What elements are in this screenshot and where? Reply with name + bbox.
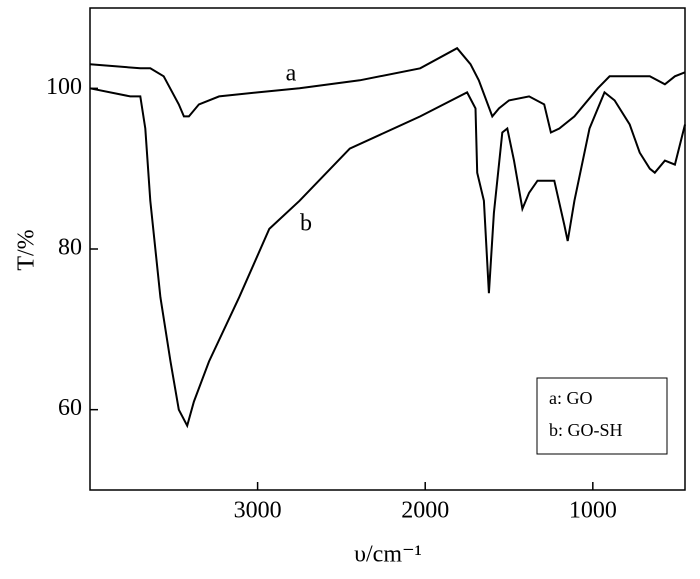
legend-label: b: GO-SH: [549, 420, 623, 440]
y-axis-label: T/%: [14, 229, 40, 270]
x-tick-label: 1000: [569, 498, 617, 524]
legend-label: a: GO: [549, 388, 593, 408]
x-tick-label: 2000: [401, 498, 449, 524]
x-axis-label: υ/cm⁻¹: [354, 542, 422, 568]
y-tick-label: 100: [46, 74, 82, 100]
spectrum-line: [89, 87, 686, 429]
legend-box: [536, 377, 668, 455]
y-tick-label: 80: [58, 235, 82, 261]
x-tick-label: 3000: [234, 498, 282, 524]
spectrum-line: [89, 46, 686, 134]
annotation: b: [300, 211, 312, 237]
annotation: a: [286, 61, 297, 87]
y-tick-label: 60: [58, 395, 82, 421]
